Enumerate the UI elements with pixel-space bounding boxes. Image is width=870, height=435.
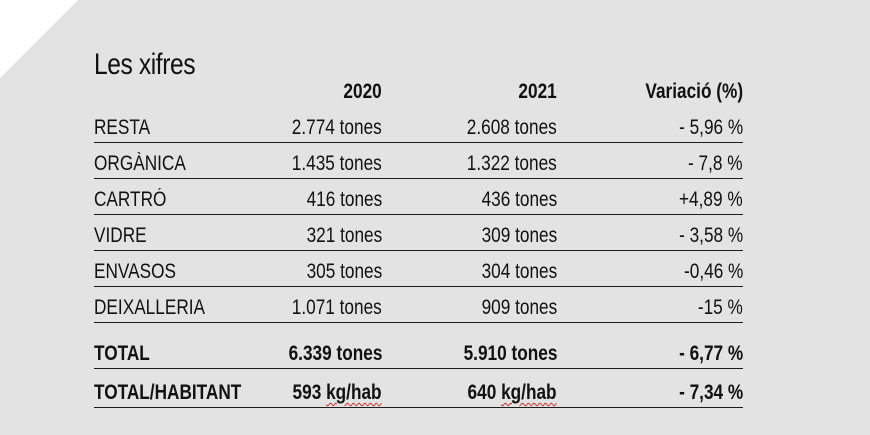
row-variation: - 5,96 % (678, 116, 743, 139)
total-value-2021: 5.910 tones (463, 342, 557, 365)
table-row: CARTRÓ 416 tones 436 tones +4,89 % (94, 186, 743, 215)
col-header-variation: Variació (%) (645, 80, 743, 103)
row-value-2021: 1.322 tones (466, 152, 557, 175)
table-row: RESTA 2.774 tones 2.608 tones - 5,96 % (94, 114, 743, 143)
row-label: DEIXALLERIA (94, 296, 206, 319)
row-value-2021: 304 tones (481, 260, 557, 283)
per-inhabitant-value-2020: 593 kg/hab (293, 379, 382, 407)
row-value-2021: 2.608 tones (466, 116, 557, 139)
table-row: ORGÀNICA 1.435 tones 1.322 tones - 7,8 % (94, 150, 743, 179)
per-inhabitant-unit-2021: kg/hab (501, 381, 557, 404)
per-inhabitant-number-2021: 640 (467, 381, 497, 404)
row-value-2021: 436 tones (481, 188, 557, 211)
per-inhabitant-label: TOTAL/HABITANT (94, 381, 242, 404)
row-variation: +4,89 % (679, 188, 743, 211)
col-header-2020: 2020 (343, 80, 382, 103)
per-inhabitant-row: TOTAL/HABITANT 593 kg/hab 640 kg/hab - 7… (94, 379, 743, 408)
row-value-2020: 1.435 tones (291, 152, 382, 175)
row-variation: -0,46 % (683, 260, 743, 283)
row-label: CARTRÓ (94, 188, 167, 211)
row-label: RESTA (94, 116, 151, 139)
row-label: ENVASOS (94, 260, 176, 283)
table-row: VIDRE 321 tones 309 tones - 3,58 % (94, 222, 743, 251)
per-inhabitant-value-2021: 640 kg/hab (468, 379, 557, 407)
table-row: DEIXALLERIA 1.071 tones 909 tones -15 % (94, 294, 743, 323)
row-value-2020: 321 tones (306, 224, 382, 247)
per-inhabitant-variation: - 7,34 % (678, 381, 743, 404)
row-value-2020: 305 tones (306, 260, 382, 283)
table-row: ENVASOS 305 tones 304 tones -0,46 % (94, 258, 743, 287)
row-value-2021: 309 tones (481, 224, 557, 247)
total-label: TOTAL (94, 342, 150, 365)
row-value-2020: 416 tones (306, 188, 382, 211)
per-inhabitant-unit-2020: kg/hab (326, 381, 382, 404)
per-inhabitant-number-2020: 593 (292, 381, 322, 404)
row-label: VIDRE (94, 224, 147, 247)
row-value-2020: 1.071 tones (291, 296, 382, 319)
row-variation: - 3,58 % (678, 224, 743, 247)
row-variation: -15 % (698, 296, 743, 319)
row-value-2021: 909 tones (481, 296, 557, 319)
total-value-2020: 6.339 tones (288, 342, 382, 365)
panel-title: Les xifres (94, 48, 196, 81)
col-header-2021: 2021 (518, 80, 557, 103)
table-header: 2020 2021 Variació (%) (94, 78, 743, 106)
row-value-2020: 2.774 tones (291, 116, 382, 139)
row-label: ORGÀNICA (94, 152, 186, 175)
row-variation: - 7,8 % (688, 152, 743, 175)
total-variation: - 6,77 % (678, 342, 743, 365)
folded-corner (0, 0, 78, 78)
total-row: TOTAL 6.339 tones 5.910 tones - 6,77 % (94, 340, 743, 369)
